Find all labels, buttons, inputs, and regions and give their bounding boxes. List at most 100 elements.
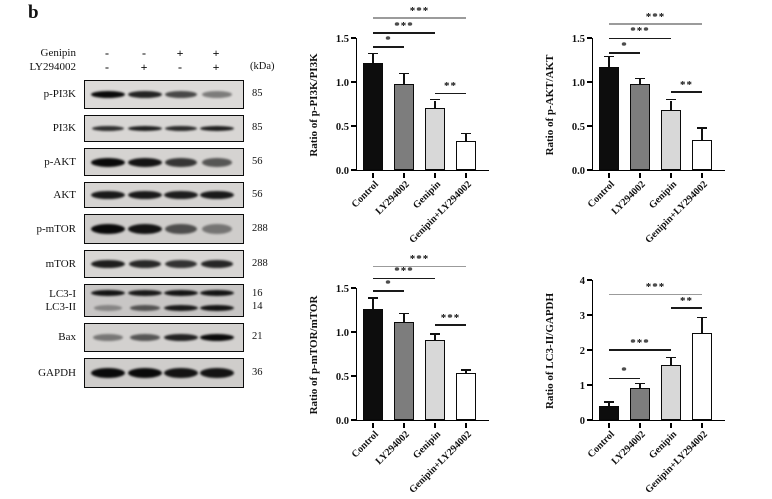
blot-band — [164, 289, 198, 296]
treatment-signs: - + - + — [84, 60, 242, 74]
blot-box — [84, 358, 244, 388]
blot-protein-label: LC3-II — [45, 300, 76, 313]
y-axis-label: Ratio of p-mTOR/mTOR — [308, 295, 320, 415]
kda-value: 85 — [252, 88, 263, 100]
kda-value: 16 — [252, 288, 263, 300]
error-bar-stem — [608, 402, 610, 406]
y-tick-mark — [587, 419, 592, 421]
sig-line — [671, 91, 702, 93]
y-tick-mark — [351, 169, 356, 171]
blot-row: p-PI3K 85 — [8, 80, 298, 109]
error-bar-stem — [403, 314, 405, 323]
treatment-sign: + — [212, 46, 220, 60]
blot-band — [128, 224, 162, 234]
bar — [363, 309, 383, 420]
treatment-sign: + — [140, 60, 148, 74]
blot-band — [128, 157, 162, 167]
y-tick-label: 0.5 — [571, 122, 585, 133]
error-bar-cap — [697, 316, 707, 318]
error-bar-stem — [372, 53, 374, 63]
chart-ratio-of-p-akt-akt: Ratio of p-AKT/AKT 0.0 0.5 1.0 1.5 Control LY2… — [536, 0, 772, 249]
blot-row-label: mTOR — [8, 258, 84, 270]
sig-line — [609, 37, 671, 39]
chart-ratio-of-p-mtor-mtor: Ratio of p-mTOR/mTOR 0.0 0.5 1.0 1.5 Control L… — [300, 250, 536, 499]
blot-box — [84, 250, 244, 278]
kda-values: 56 — [244, 189, 298, 201]
y-tick-label: 3 — [579, 311, 585, 322]
blot-row: LC3-I LC3-II 16 14 — [8, 284, 298, 317]
blot-row: p-mTOR 288 — [8, 214, 298, 244]
plot-area: 0.0 0.5 1.0 1.5 Control LY294002 Genipin Genipi… — [572, 11, 725, 246]
bar — [661, 110, 681, 170]
blot-band — [91, 126, 125, 131]
sig-line — [609, 52, 640, 54]
sig-line — [609, 23, 702, 25]
sig-line — [609, 378, 640, 380]
y-tick-mark — [587, 37, 592, 39]
blot-protein-label: AKT — [53, 188, 76, 201]
x-tick-mark — [372, 173, 374, 178]
blot-protein-label: p-AKT — [44, 155, 76, 168]
blot-band — [165, 91, 197, 98]
y-tick-label: 0.0 — [571, 166, 585, 177]
sig-line — [373, 265, 466, 267]
blot-band — [91, 289, 125, 296]
sig-label: *** — [630, 24, 650, 37]
kda-header: (kDa) — [250, 60, 275, 72]
treatment-sign: + — [176, 46, 184, 60]
x-tick-mark — [434, 173, 436, 178]
blot-box — [84, 182, 244, 208]
bar — [363, 62, 383, 170]
sig-line — [373, 17, 466, 19]
blot-row-label: p-AKT — [8, 156, 84, 168]
y-tick-mark — [587, 169, 592, 171]
blot-band — [91, 368, 125, 378]
plot-area: 0.0 0.5 1.0 1.5 Control LY294002 Genipin Genipi… — [336, 5, 489, 246]
y-tick-label: 1.5 — [335, 284, 349, 295]
y-tick-mark — [351, 375, 356, 377]
kda-value: 56 — [252, 188, 263, 200]
sig-label: *** — [630, 336, 650, 349]
blot-protein-label: GAPDH — [38, 366, 76, 379]
error-bar-cap — [697, 127, 707, 129]
treatment-sign: - — [105, 46, 109, 60]
y-tick-mark — [587, 314, 592, 316]
bar — [425, 108, 445, 170]
kda-values: 288 — [244, 223, 298, 235]
sig-line — [435, 92, 466, 95]
blot-row-label: p-PI3K — [8, 88, 84, 100]
treatment-row: LY294002 - + - + (kDa) — [8, 60, 298, 74]
sig-line — [373, 46, 404, 48]
kda-values: 36 — [244, 367, 298, 379]
y-tick-label: 0 — [579, 416, 585, 427]
kda-value: 85 — [252, 122, 263, 134]
error-bar-stem — [608, 57, 610, 68]
blot-band — [164, 305, 198, 312]
blot-band — [202, 224, 232, 234]
bar — [425, 339, 445, 420]
y-tick-mark — [587, 125, 592, 127]
sig-line — [609, 349, 671, 351]
bar — [456, 140, 476, 170]
blot-row: Bax 21 — [8, 323, 298, 352]
y-tick-label: 1.0 — [335, 328, 349, 339]
error-bar-cap — [399, 313, 409, 315]
x-tick-mark — [403, 173, 405, 178]
y-tick-mark — [351, 37, 356, 39]
blot-band — [128, 289, 162, 296]
blot-band — [165, 224, 197, 234]
x-tick-mark — [701, 173, 703, 178]
y-axis-label: Ratio of p-AKT/AKT — [544, 54, 556, 156]
blot-row-label: Bax — [8, 331, 84, 343]
bar — [692, 140, 712, 170]
sig-label: *** — [394, 265, 414, 278]
error-bar-stem — [465, 370, 467, 374]
kda-values: 56 — [244, 156, 298, 168]
blot-band — [200, 305, 234, 312]
error-bar-cap — [666, 357, 676, 359]
x-tick-mark — [465, 173, 467, 178]
error-bar-cap — [604, 56, 614, 58]
x-tick-mark — [670, 423, 672, 428]
plot-area: 0.0 0.5 1.0 1.5 Control LY294002 Genipin Genipi… — [336, 253, 489, 496]
bar — [630, 387, 650, 420]
